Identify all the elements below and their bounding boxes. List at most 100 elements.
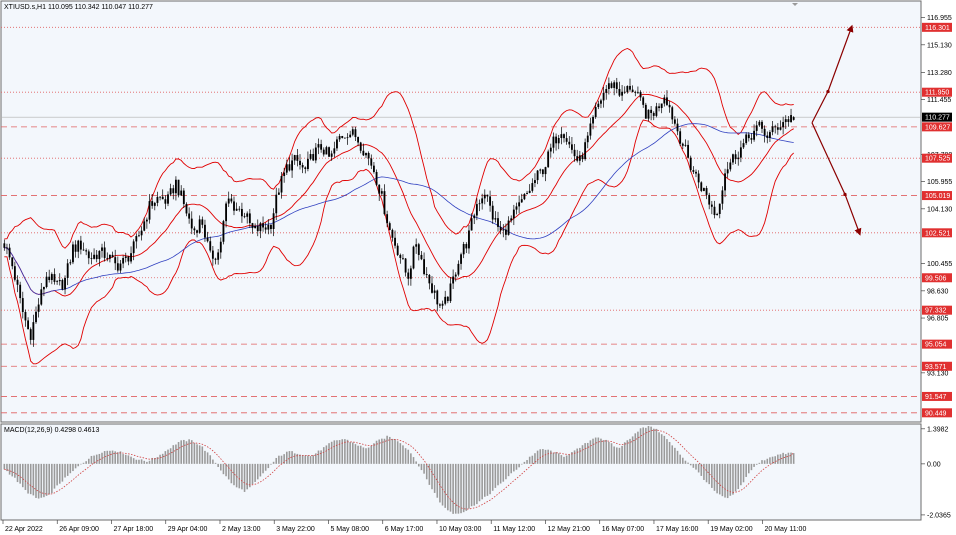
candle-body [272,213,275,229]
macd-tick-label: 1.3982 [927,426,949,433]
candle-body [790,115,792,122]
candle-body [40,289,43,305]
candle-body [758,121,761,126]
candle-body [776,127,779,130]
projection-node [826,89,830,94]
candle-body [486,194,489,197]
candle-body [262,223,264,228]
candle-body [475,204,478,216]
candlestick-series [3,77,795,347]
level-price-tag [922,228,952,238]
candle-body [248,213,251,224]
candle-body [462,244,465,255]
chart-shift-marker-icon[interactable] [792,3,798,6]
candle-body [644,104,647,119]
candle-body [3,243,6,248]
time-tick-label: 5 May 08:00 [330,526,369,533]
candle-body [602,92,605,101]
candle-body [127,256,130,262]
candle-body [708,194,711,205]
candle-body [346,137,349,139]
macd-axis[interactable]: 1.3982 0.00 -2.0365 [921,426,951,519]
bollinger-middle-band [4,93,794,297]
level-price-labels: 116.301 111.950 109.627 107.525 105.019 102.5… [922,22,952,418]
candle-body [254,226,257,229]
candle-body [594,107,597,117]
candle-body [655,106,658,116]
time-tick-label: 16 May 07:00 [602,526,645,533]
candle-body [317,144,320,148]
candle-body [386,214,389,224]
level-price-text: 109.627 [925,124,950,131]
candle-body [454,274,457,277]
symbol-ohlc-title: XTIUSD.s,H1 110.095 110.342 110.047 110.… [4,4,153,11]
candle-body [85,250,88,252]
candle-body [536,170,539,181]
candle-body [177,179,180,196]
candle-body [341,135,344,139]
candle-body [225,203,228,222]
candle-body [61,280,64,290]
candle-body [578,155,581,161]
candle-body [45,276,48,287]
candle-body [570,144,573,150]
candle-body [658,106,660,109]
candle-body [209,241,212,251]
candle-body [705,188,708,195]
candle-body [766,135,769,138]
candle-body [53,274,56,282]
projection-node [843,192,847,196]
candle-body [739,147,742,158]
candle-body [362,150,365,156]
candle-body [563,134,565,139]
candle-body [375,171,378,185]
candle-body [233,201,235,211]
candle-body [383,191,386,215]
candle-body [35,311,37,323]
candle-body [27,320,30,330]
candle-body [56,281,59,283]
price-tick-label: 113.280 [927,70,952,77]
candle-body [689,157,692,171]
candle-body [293,155,296,161]
level-price-text: 93.571 [925,364,947,371]
candle-body [597,103,600,108]
candle-body [494,218,497,220]
candle-body [676,123,679,132]
candle-body [11,257,14,267]
candle-body [547,151,550,168]
candle-body [365,153,367,156]
level-price-text: 99.506 [925,275,947,282]
candle-body [412,246,415,269]
time-tick-label: 27 Apr 18:00 [113,526,153,533]
candle-body [610,83,613,88]
candle-body [425,274,428,275]
candle-body [438,304,441,306]
candle-body [613,82,616,88]
time-tick-label: 20 May 11:00 [764,526,806,533]
candle-body [193,228,196,231]
candle-body [552,136,555,148]
candle-body [351,129,354,135]
candle-body [702,188,705,191]
candle-body [277,192,280,195]
candle-body [679,131,682,144]
level-price-tag [922,87,952,97]
candle-body [446,296,449,302]
candle-body [504,229,507,235]
candle-body [240,208,243,217]
candle-body [586,135,589,143]
candle-body [336,139,338,149]
main-plot-area[interactable] [0,0,922,423]
candle-body [499,226,502,231]
candle-body [13,266,16,280]
time-axis[interactable]: 22 Apr 2022 26 Apr 09:00 27 Apr 18:00 29 Ap… [2,520,806,533]
candle-body [267,224,270,230]
candle-body [629,85,631,90]
candle-body [8,247,11,258]
candle-body [489,196,492,206]
candle-body [380,191,383,194]
candle-body [24,311,27,321]
candle-body [172,188,175,194]
